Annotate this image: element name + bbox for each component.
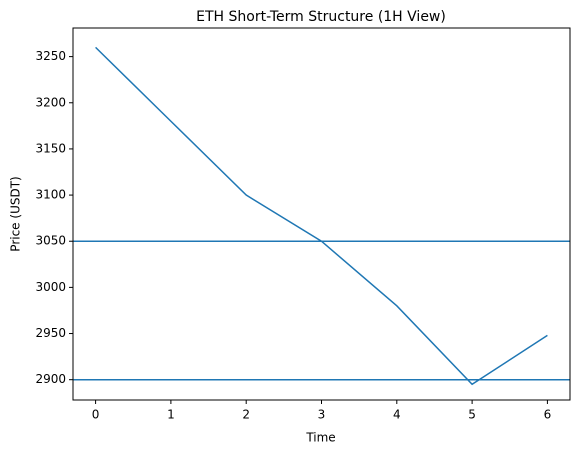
y-tick-label: 2900 [35,372,66,386]
y-tick-label: 2950 [35,326,66,340]
x-tick-label: 3 [318,408,326,422]
x-tick-label: 1 [167,408,175,422]
y-tick-label: 3000 [35,280,66,294]
x-tick-label: 0 [92,408,100,422]
x-tick-label: 4 [393,408,401,422]
x-tick-label: 5 [468,408,476,422]
plot-frame [72,27,571,401]
y-axis-label: Price (USDT) [9,176,23,251]
data-line [95,46,548,386]
y-tick-label: 3150 [35,141,66,155]
x-axis-label: Time [305,431,335,445]
chart-title: ETH Short-Term Structure (1H View) [196,9,446,25]
x-tick-label: 6 [544,408,552,422]
x-tick-label: 2 [242,408,250,422]
y-tick-label: 3250 [35,49,66,63]
y-tick-label: 3050 [35,234,66,248]
y-tick-label: 3200 [35,95,66,109]
y-tick-label: 3100 [35,188,66,202]
